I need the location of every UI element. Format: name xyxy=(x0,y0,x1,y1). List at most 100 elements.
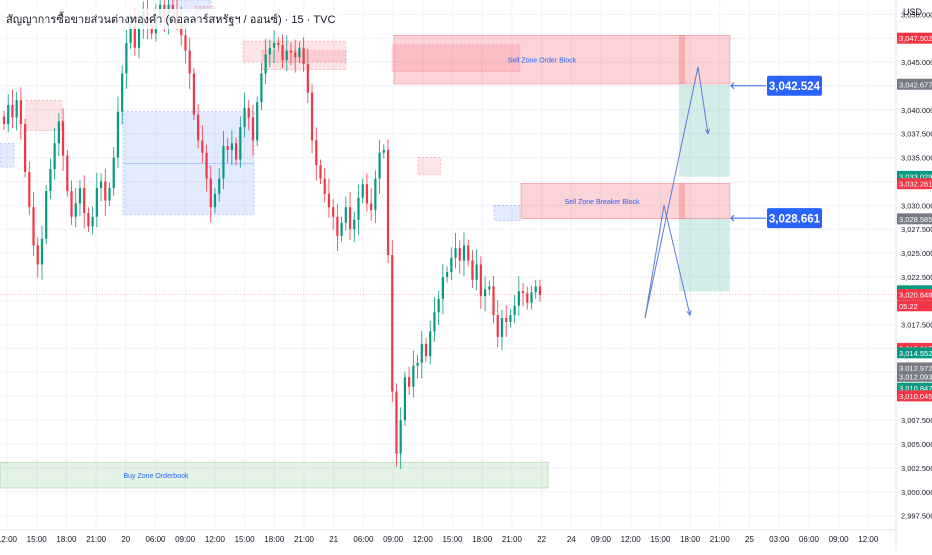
candle-body[interactable] xyxy=(15,100,18,118)
candle-body[interactable] xyxy=(479,264,482,297)
candle-body[interactable] xyxy=(488,286,491,290)
candle-body[interactable] xyxy=(458,248,461,261)
candle-body[interactable] xyxy=(530,292,533,303)
callout-box[interactable] xyxy=(767,208,822,229)
candle-body[interactable] xyxy=(353,219,356,230)
candle-body[interactable] xyxy=(218,178,221,194)
candle-body[interactable] xyxy=(467,245,470,261)
candle-body[interactable] xyxy=(104,181,107,201)
candle-body[interactable] xyxy=(49,169,52,191)
candle-body[interactable] xyxy=(264,54,267,74)
candle-body[interactable] xyxy=(83,188,86,213)
candle-body[interactable] xyxy=(289,50,293,53)
candle-body[interactable] xyxy=(492,286,495,316)
candle-body[interactable] xyxy=(505,318,508,322)
candle-body[interactable] xyxy=(112,157,115,189)
candle-body[interactable] xyxy=(310,92,314,141)
candle-body[interactable] xyxy=(116,111,120,158)
candle-body[interactable] xyxy=(251,117,255,141)
candle-body[interactable] xyxy=(340,222,343,236)
candle-body[interactable] xyxy=(95,188,98,217)
candle-body[interactable] xyxy=(7,105,10,125)
candle-body[interactable] xyxy=(70,190,73,217)
candle-body[interactable] xyxy=(327,193,331,208)
candle-body[interactable] xyxy=(446,272,449,277)
candle-body[interactable] xyxy=(420,343,423,363)
candle-body[interactable] xyxy=(374,178,377,211)
candle-body[interactable] xyxy=(226,146,229,150)
candle-body[interactable] xyxy=(475,264,478,280)
candle-body[interactable] xyxy=(28,171,31,208)
candle-body[interactable] xyxy=(192,73,195,115)
candle-body[interactable] xyxy=(285,50,288,61)
candle-body[interactable] xyxy=(197,114,200,141)
candle-body[interactable] xyxy=(99,181,103,189)
candle-body[interactable] xyxy=(454,248,457,258)
candle-body[interactable] xyxy=(344,207,347,223)
candle-body[interactable] xyxy=(408,377,411,387)
candle-body[interactable] xyxy=(201,140,204,153)
candle-body[interactable] xyxy=(437,298,440,313)
candle-body[interactable] xyxy=(403,377,406,421)
candle-body[interactable] xyxy=(429,331,432,357)
candle-body[interactable] xyxy=(91,216,94,227)
candle-body[interactable] xyxy=(306,63,309,93)
candle-body[interactable] xyxy=(416,362,419,366)
candle-body[interactable] xyxy=(129,19,132,43)
candle-body[interactable] xyxy=(243,107,246,128)
candle-body[interactable] xyxy=(361,184,364,198)
candle-body[interactable] xyxy=(399,420,402,454)
candle-body[interactable] xyxy=(239,127,242,160)
candle-body[interactable] xyxy=(66,155,69,191)
candle-body[interactable] xyxy=(40,238,44,265)
candle-body[interactable] xyxy=(424,343,428,357)
candle-body[interactable] xyxy=(2,116,6,125)
candle-body[interactable] xyxy=(45,190,48,239)
candle-body[interactable] xyxy=(395,391,398,454)
candle-body[interactable] xyxy=(462,245,466,261)
candle-body[interactable] xyxy=(171,4,174,10)
candle-body[interactable] xyxy=(441,276,444,299)
candle-body[interactable] xyxy=(272,42,276,48)
candle-body[interactable] xyxy=(298,47,301,58)
candle-body[interactable] xyxy=(378,152,381,179)
candle-body[interactable] xyxy=(450,257,453,273)
candle-body[interactable] xyxy=(336,216,339,236)
candle-body[interactable] xyxy=(294,52,297,58)
candle-body[interactable] xyxy=(121,73,124,112)
candle-body[interactable] xyxy=(534,286,537,293)
candle-body[interactable] xyxy=(61,121,65,156)
candle-body[interactable] xyxy=(268,47,271,55)
candle-body[interactable] xyxy=(391,254,394,392)
candle-body[interactable] xyxy=(74,203,77,217)
candle-body[interactable] xyxy=(412,365,415,387)
candle-body[interactable] xyxy=(281,44,284,61)
candle-body[interactable] xyxy=(57,121,60,144)
candle-body[interactable] xyxy=(222,146,225,179)
candle-body[interactable] xyxy=(125,42,128,74)
candle-body[interactable] xyxy=(496,315,499,338)
candle-body[interactable] xyxy=(184,35,187,51)
candle-body[interactable] xyxy=(357,197,360,220)
candle-body[interactable] xyxy=(256,102,259,141)
candle-body[interactable] xyxy=(108,188,111,201)
candle-body[interactable] xyxy=(205,152,208,179)
candle-body[interactable] xyxy=(302,47,305,64)
candle-body[interactable] xyxy=(521,291,525,294)
candle-body[interactable] xyxy=(500,318,504,338)
candle-body[interactable] xyxy=(209,178,212,208)
candle-body[interactable] xyxy=(188,50,191,74)
candle-body[interactable] xyxy=(370,203,373,211)
candle-body[interactable] xyxy=(53,143,56,170)
candle-body[interactable] xyxy=(230,143,233,150)
candle-body[interactable] xyxy=(509,315,512,322)
candle-body[interactable] xyxy=(32,207,35,246)
candle-body[interactable] xyxy=(213,193,217,208)
candle-body[interactable] xyxy=(538,286,542,296)
candle-body[interactable] xyxy=(78,188,82,204)
candle-body[interactable] xyxy=(137,25,141,48)
candle-body[interactable] xyxy=(19,100,22,125)
candle-body[interactable] xyxy=(483,289,487,297)
